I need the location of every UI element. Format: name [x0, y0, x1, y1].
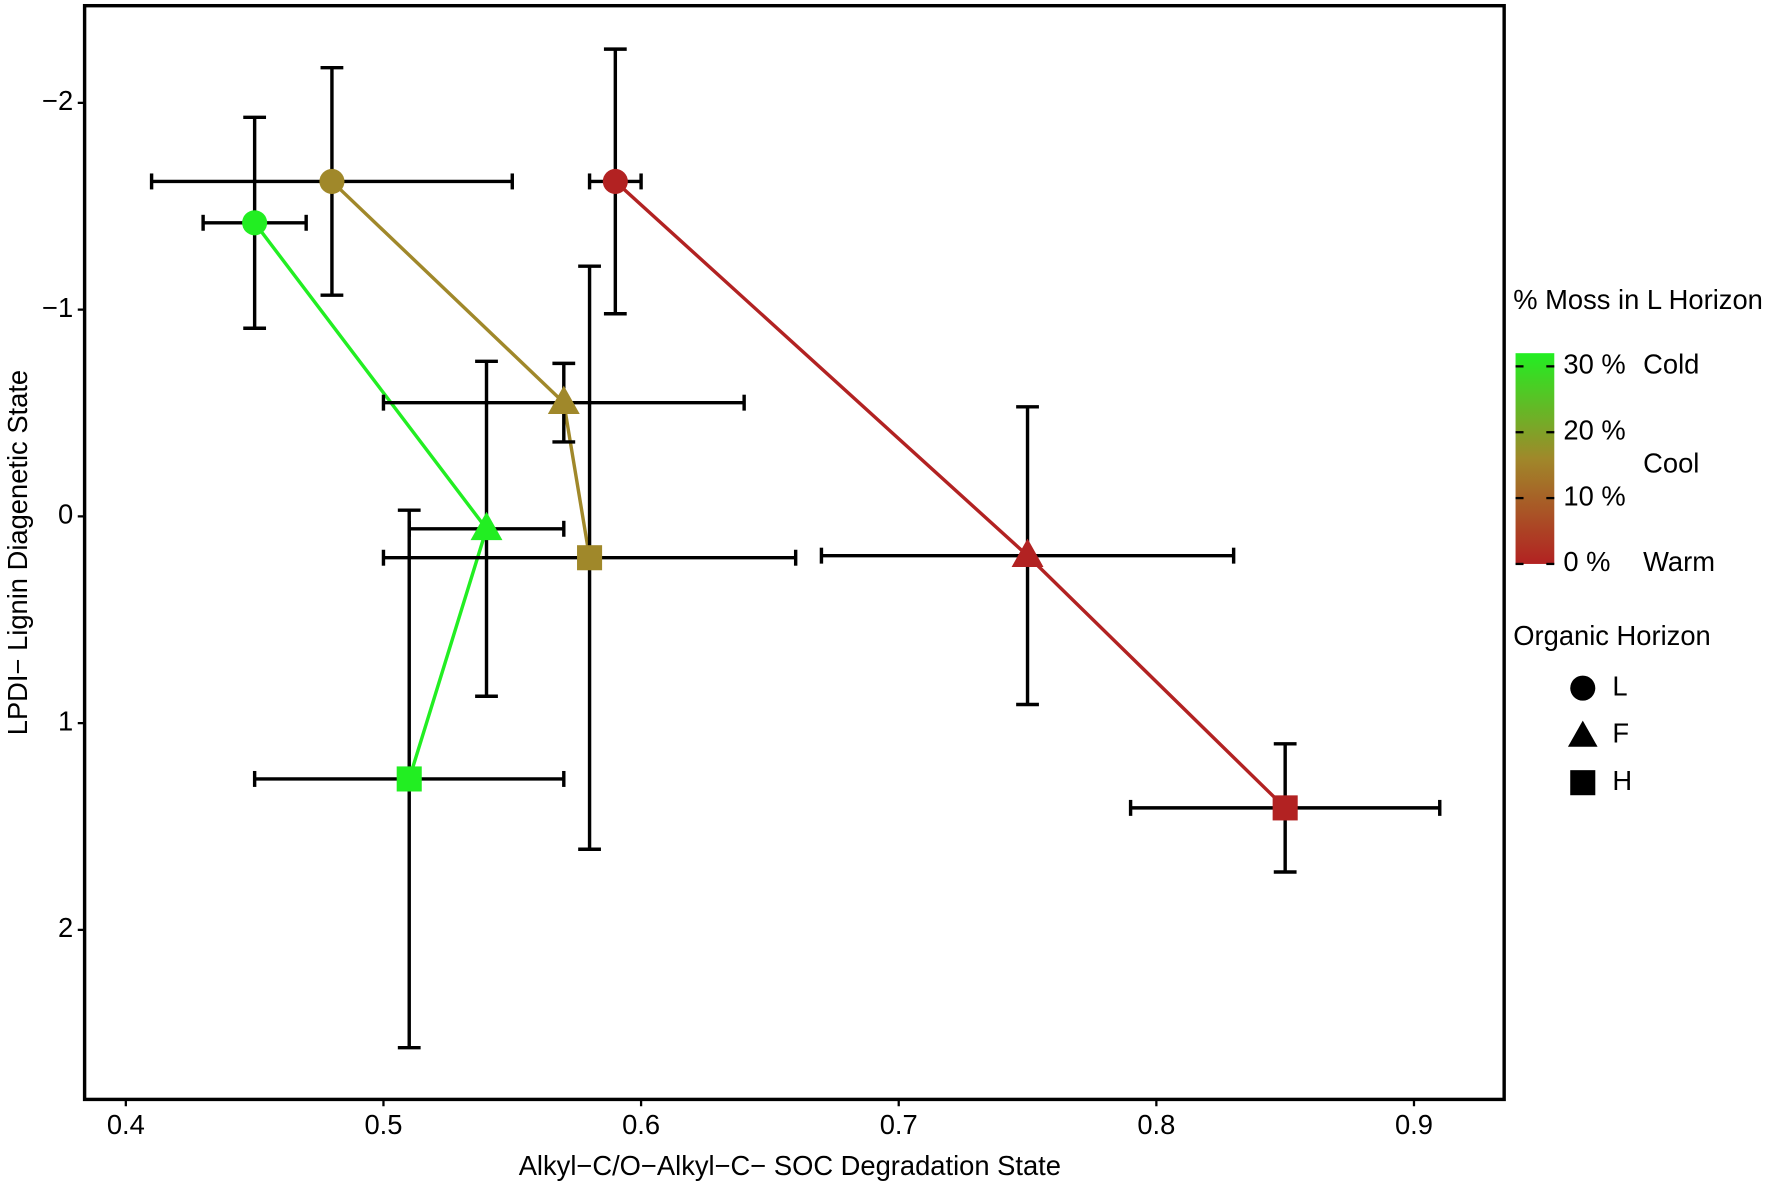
x-tick-label: 0.4	[107, 1109, 145, 1140]
point-square	[1272, 795, 1298, 821]
point-square	[577, 545, 603, 571]
x-axis-title: Alkyl−C/O−Alkyl−C− SOC Degradation State	[519, 1150, 1061, 1181]
point-circle	[242, 210, 268, 236]
colorbar-tick-label: 0 %	[1563, 546, 1610, 577]
point-triangle	[547, 385, 580, 415]
y-tick-label: 1	[58, 705, 73, 736]
y-tick-label: −2	[42, 85, 73, 116]
legend-label: F	[1612, 718, 1629, 749]
series-label: Warm	[1643, 546, 1715, 577]
x-tick-label: 0.5	[364, 1109, 402, 1140]
series-label: Cold	[1643, 349, 1699, 380]
series-label: Cool	[1643, 447, 1699, 478]
x-tick-label: 0.6	[622, 1109, 660, 1140]
point-triangle	[1011, 538, 1044, 568]
x-tick-label: 0.8	[1137, 1109, 1175, 1140]
legend-label: H	[1612, 765, 1632, 796]
point-circle	[602, 168, 628, 194]
shape-legend-title: Organic Horizon	[1513, 620, 1710, 651]
x-tick-label: 0.9	[1395, 1109, 1433, 1140]
series-line	[330, 180, 592, 559]
y-axis-title: LPDI− Lignin Diagenetic State	[2, 370, 33, 735]
colorbar	[1515, 353, 1555, 564]
series-line	[614, 180, 1287, 810]
y-tick-label: 0	[58, 499, 73, 530]
legend-square	[1570, 770, 1596, 796]
plot-frame	[82, 3, 1506, 1102]
legend-triangle	[1567, 720, 1598, 747]
legend-label: L	[1612, 670, 1627, 701]
series-line	[253, 221, 489, 780]
colorbar-tick-label: 10 %	[1563, 480, 1625, 511]
colorbar-tick-label: 20 %	[1563, 414, 1625, 445]
point-square	[396, 766, 422, 792]
colorbar-tick-label: 30 %	[1563, 349, 1625, 380]
colorbar-title: % Moss in L Horizon	[1513, 284, 1763, 315]
x-tick-label: 0.7	[880, 1109, 918, 1140]
point-circle	[319, 168, 345, 194]
y-tick-label: −1	[42, 292, 73, 323]
y-tick-label: 2	[58, 912, 73, 943]
point-triangle	[470, 511, 503, 541]
legend-circle	[1570, 675, 1596, 701]
